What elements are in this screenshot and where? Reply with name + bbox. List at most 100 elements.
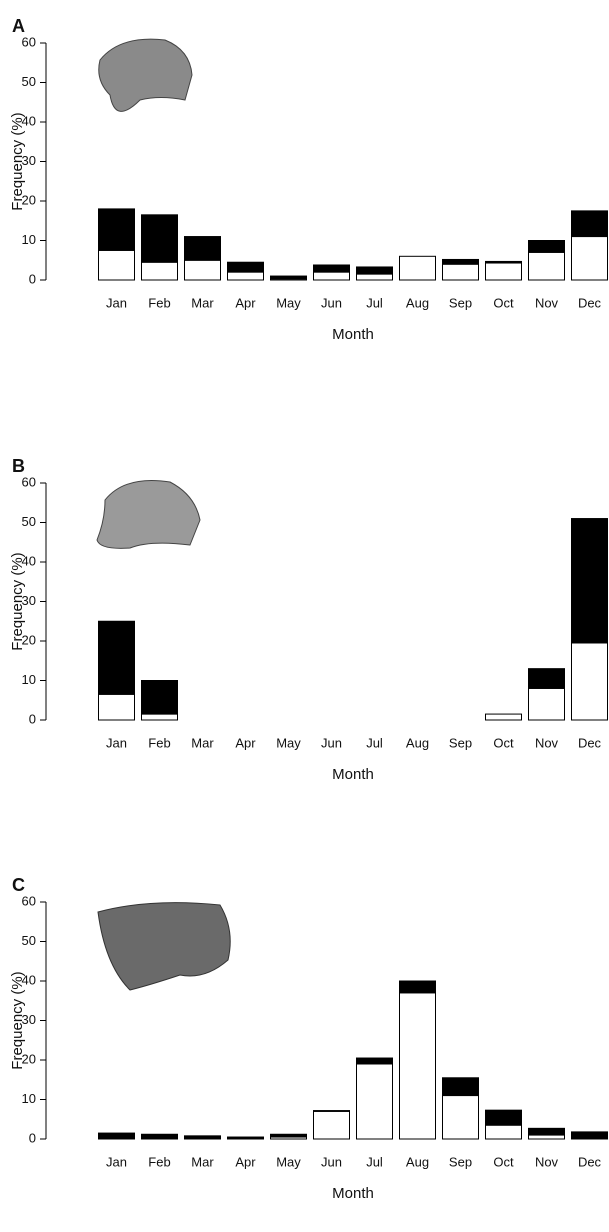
bar-segment xyxy=(141,680,178,715)
bar-segment xyxy=(141,1133,178,1140)
x-tick-label: Mar xyxy=(191,1154,214,1169)
bar-segment xyxy=(485,1109,522,1126)
bar-segment xyxy=(528,1127,565,1136)
y-tick-label: 20 xyxy=(22,632,36,647)
x-axis-title: Month xyxy=(332,766,374,783)
x-tick-label: May xyxy=(276,1154,301,1169)
x-tick-label: Nov xyxy=(535,295,559,310)
bar-segment xyxy=(313,1110,350,1140)
x-tick-label: Jun xyxy=(321,1154,342,1169)
bar-segment xyxy=(227,261,264,273)
y-tick-label: 60 xyxy=(22,34,36,49)
y-tick-label: 20 xyxy=(22,192,36,207)
bar-segment xyxy=(485,260,522,264)
x-tick-label: Jan xyxy=(106,295,127,310)
x-tick-label: Jul xyxy=(366,295,383,310)
y-tick-label: 40 xyxy=(22,553,36,568)
bar-segment xyxy=(442,1077,479,1097)
y-tick-label: 20 xyxy=(22,1051,36,1066)
bar-segment xyxy=(141,261,178,281)
bar-segment xyxy=(270,275,307,280)
bar-segment xyxy=(356,1057,393,1065)
x-tick-label: Sep xyxy=(449,735,472,750)
y-axis-title: Frequency (%) xyxy=(9,112,26,210)
x-axis-title: Month xyxy=(332,1185,374,1202)
bar-segment xyxy=(571,236,608,281)
y-tick-label: 30 xyxy=(22,153,36,168)
y-tick-label: 50 xyxy=(22,74,36,89)
bar-segment xyxy=(528,251,565,281)
bar-segment xyxy=(313,1110,350,1112)
x-tick-label: Aug xyxy=(406,1154,429,1169)
turtle-head-c xyxy=(97,902,231,991)
y-axis-title: Frequency (%) xyxy=(9,971,26,1069)
bar-segment xyxy=(571,518,608,644)
bar-segment xyxy=(442,1095,479,1140)
bar-segment xyxy=(485,262,522,281)
y-tick-label: 0 xyxy=(29,711,36,726)
x-tick-label: Feb xyxy=(148,735,170,750)
bar-segment xyxy=(528,1134,565,1140)
x-tick-label: Sep xyxy=(449,1154,472,1169)
x-tick-label: Jun xyxy=(321,735,342,750)
y-tick-label: 10 xyxy=(22,672,36,687)
y-tick-label: 50 xyxy=(22,933,36,948)
x-tick-label: Dec xyxy=(578,1154,602,1169)
bar-segment xyxy=(141,713,178,721)
bar-segment xyxy=(98,249,135,281)
bar-segment xyxy=(356,273,393,281)
x-tick-label: Jul xyxy=(366,735,383,750)
y-tick-label: 40 xyxy=(22,113,36,128)
bar-segment xyxy=(442,263,479,281)
x-tick-label: Aug xyxy=(406,295,429,310)
bar-segment xyxy=(227,271,264,281)
bar-segment xyxy=(399,255,436,281)
y-axis-title: Frequency (%) xyxy=(9,552,26,650)
bar-segment xyxy=(270,1133,307,1138)
y-tick-label: 60 xyxy=(22,893,36,908)
x-tick-label: Jan xyxy=(106,1154,127,1169)
x-tick-label: Aug xyxy=(406,735,429,750)
bar-segment xyxy=(227,1136,264,1140)
x-tick-label: Jun xyxy=(321,295,342,310)
bar-segment xyxy=(98,693,135,721)
x-tick-label: Apr xyxy=(235,1154,256,1169)
x-tick-label: Feb xyxy=(148,295,170,310)
bar-segment xyxy=(485,1124,522,1140)
y-tick-label: 0 xyxy=(29,271,36,286)
bar-segment xyxy=(184,236,221,261)
bar-segment xyxy=(571,210,608,238)
y-tick-label: 30 xyxy=(22,1012,36,1027)
bar-segment xyxy=(98,620,135,695)
bar-segment xyxy=(98,208,135,251)
panel-label: A xyxy=(12,16,25,36)
bar-segment xyxy=(313,271,350,281)
bar-segment xyxy=(528,687,565,721)
y-tick-label: 30 xyxy=(22,593,36,608)
bar-segment xyxy=(485,713,522,721)
x-tick-label: Dec xyxy=(578,295,602,310)
bar-segment xyxy=(313,264,350,273)
x-tick-label: Mar xyxy=(191,735,214,750)
bar-segment xyxy=(528,668,565,689)
bar-segment xyxy=(98,1132,135,1140)
bar-segment xyxy=(141,214,178,263)
turtle-head-a xyxy=(98,38,193,112)
bar-segment xyxy=(528,240,565,253)
bar-segment xyxy=(442,258,479,265)
x-tick-label: Apr xyxy=(235,735,256,750)
y-tick-label: 0 xyxy=(29,1130,36,1145)
x-tick-label: Apr xyxy=(235,295,256,310)
x-tick-label: May xyxy=(276,295,301,310)
x-tick-label: Jul xyxy=(366,1154,383,1169)
y-tick-label: 10 xyxy=(22,1091,36,1106)
bar-segment xyxy=(399,980,436,994)
x-tick-label: Dec xyxy=(578,735,602,750)
x-tick-label: Feb xyxy=(148,1154,170,1169)
x-tick-label: May xyxy=(276,735,301,750)
turtle-head-b xyxy=(96,479,201,549)
x-tick-label: Oct xyxy=(493,735,514,750)
bar-segment xyxy=(571,1131,608,1140)
bar-segment xyxy=(571,642,608,721)
